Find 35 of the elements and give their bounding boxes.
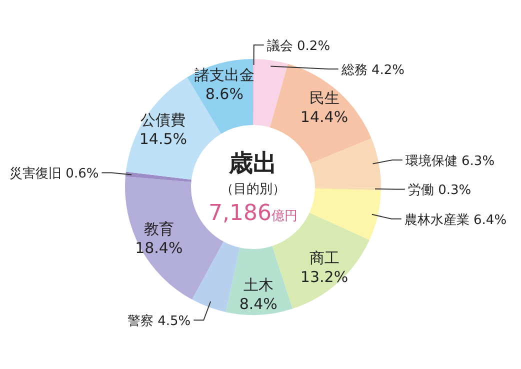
slice-label: 災害復旧 bbox=[10, 166, 62, 182]
data-label: 6.3% bbox=[462, 154, 495, 169]
data-label: 0.3% bbox=[438, 183, 472, 198]
slice-label: 環境保健 bbox=[405, 154, 458, 169]
slice-label: 労働 bbox=[408, 183, 434, 198]
slice-label: 議会 bbox=[266, 39, 293, 54]
data-label: 18.4% bbox=[135, 238, 183, 257]
slice-label: 土木 bbox=[243, 276, 274, 294]
data-label: 14.5% bbox=[139, 130, 188, 148]
slice-label: 諸支出金 bbox=[194, 66, 254, 84]
donut-slice bbox=[226, 246, 293, 315]
data-label: 4.2% bbox=[371, 63, 405, 78]
donut-slice bbox=[254, 59, 288, 128]
data-label: 13.2% bbox=[300, 268, 348, 286]
data-label: 8.6% bbox=[205, 84, 244, 103]
donut-slice bbox=[309, 188, 381, 240]
data-label: 0.2% bbox=[297, 39, 330, 54]
slice-label: 民生 bbox=[309, 89, 340, 108]
slice-label: 公債費 bbox=[140, 110, 186, 129]
donut-slice bbox=[125, 172, 192, 182]
slice-label: 農林水産業 bbox=[404, 212, 470, 228]
data-label: 0.6% bbox=[66, 166, 99, 182]
donut-slice bbox=[192, 242, 240, 312]
data-label: 8.4% bbox=[239, 294, 278, 313]
slice-label: 警察 bbox=[127, 314, 154, 330]
data-label: 14.4% bbox=[300, 108, 348, 126]
data-label: 6.4% bbox=[474, 212, 507, 228]
text: （目的別） bbox=[220, 182, 286, 197]
text: 歳出 bbox=[228, 149, 277, 177]
donut-slice bbox=[310, 138, 381, 188]
slice-label: 総務 bbox=[341, 63, 368, 78]
slice-label: 商工 bbox=[309, 248, 340, 267]
text: 7,186億円 bbox=[208, 201, 298, 226]
data-label: 4.5% bbox=[158, 314, 191, 330]
slice-label: 教育 bbox=[144, 220, 174, 238]
